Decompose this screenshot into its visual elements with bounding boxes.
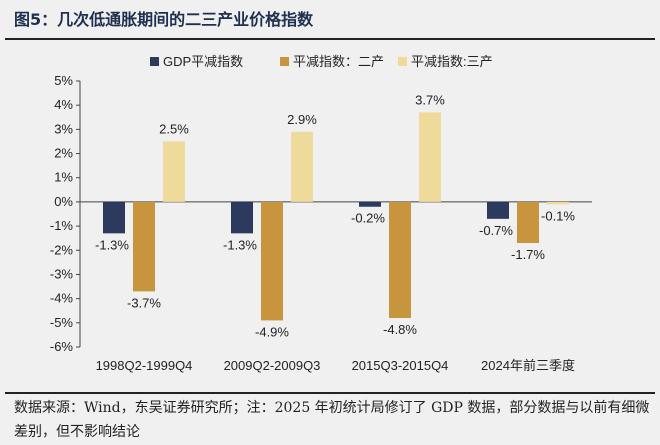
bar-1 — [359, 201, 381, 207]
data-label: -0.7% — [479, 223, 513, 238]
legend-label: 平减指数：二产 — [293, 54, 384, 69]
data-label: 2.9% — [287, 112, 317, 127]
data-label: -1.3% — [223, 237, 257, 252]
y-tick-label: 3% — [54, 121, 73, 136]
data-label: -4.9% — [255, 324, 289, 339]
data-label: -4.8% — [383, 322, 417, 337]
y-tick-label: 1% — [54, 170, 73, 185]
data-label: -0.2% — [351, 211, 385, 226]
y-tick-label: 2% — [54, 146, 73, 161]
data-label: -0.1% — [541, 208, 575, 223]
data-label: -1.7% — [511, 247, 545, 262]
data-label: 2.5% — [159, 121, 189, 136]
legend-swatch — [280, 57, 289, 66]
y-tick-label: -3% — [50, 266, 74, 281]
bar-3 — [547, 201, 569, 205]
bar-3 — [419, 112, 441, 202]
y-tick-label: -2% — [50, 242, 74, 257]
data-label: -1.3% — [95, 237, 129, 252]
category-label: 2015Q3-2015Q4 — [352, 358, 449, 373]
legend-swatch — [150, 57, 159, 66]
bar-2 — [133, 201, 155, 292]
bar-1 — [231, 201, 253, 234]
chart: -6% -5% -4% -3% -2% -1% 0% 1% 2% 3% 4% 5% 1998Q2-199… — [50, 54, 592, 373]
y-tick-label: -4% — [50, 291, 74, 306]
y-tick-label: 5% — [54, 73, 73, 88]
data-label: 3.7% — [415, 92, 445, 107]
figure-title: 图5：几次低通胀期间的二三产业价格指数 — [14, 10, 314, 29]
category-label: 2024年前三季度 — [481, 358, 575, 373]
title-divider — [5, 38, 655, 40]
bar-2 — [389, 201, 411, 318]
bar-2 — [261, 201, 283, 321]
data-label: -3.7% — [127, 295, 161, 310]
bar-1 — [487, 201, 509, 219]
y-tick-label: -5% — [50, 315, 74, 330]
category-label: 1998Q2-1999Q4 — [96, 358, 193, 373]
legend-label: 平减指数:三产 — [411, 54, 493, 69]
y-tick-label: 4% — [54, 97, 73, 112]
bar-2 — [517, 201, 539, 244]
source-divider — [5, 392, 655, 394]
category-label: 2009Q2-2009Q3 — [224, 358, 321, 373]
y-tick-label: -6% — [50, 339, 74, 354]
y-tick-label: 0% — [54, 194, 73, 209]
bar-3 — [163, 141, 185, 202]
legend-label: GDP平减指数 — [163, 54, 243, 69]
legend-swatch — [398, 57, 407, 66]
bar-3 — [291, 131, 313, 202]
y-tick-label: -1% — [50, 218, 74, 233]
bar-1 — [103, 201, 125, 234]
source-note: 数据来源：Wind，东吴证券研究所；注：2025 年初统计局修订了 GDP 数据… — [14, 400, 650, 440]
